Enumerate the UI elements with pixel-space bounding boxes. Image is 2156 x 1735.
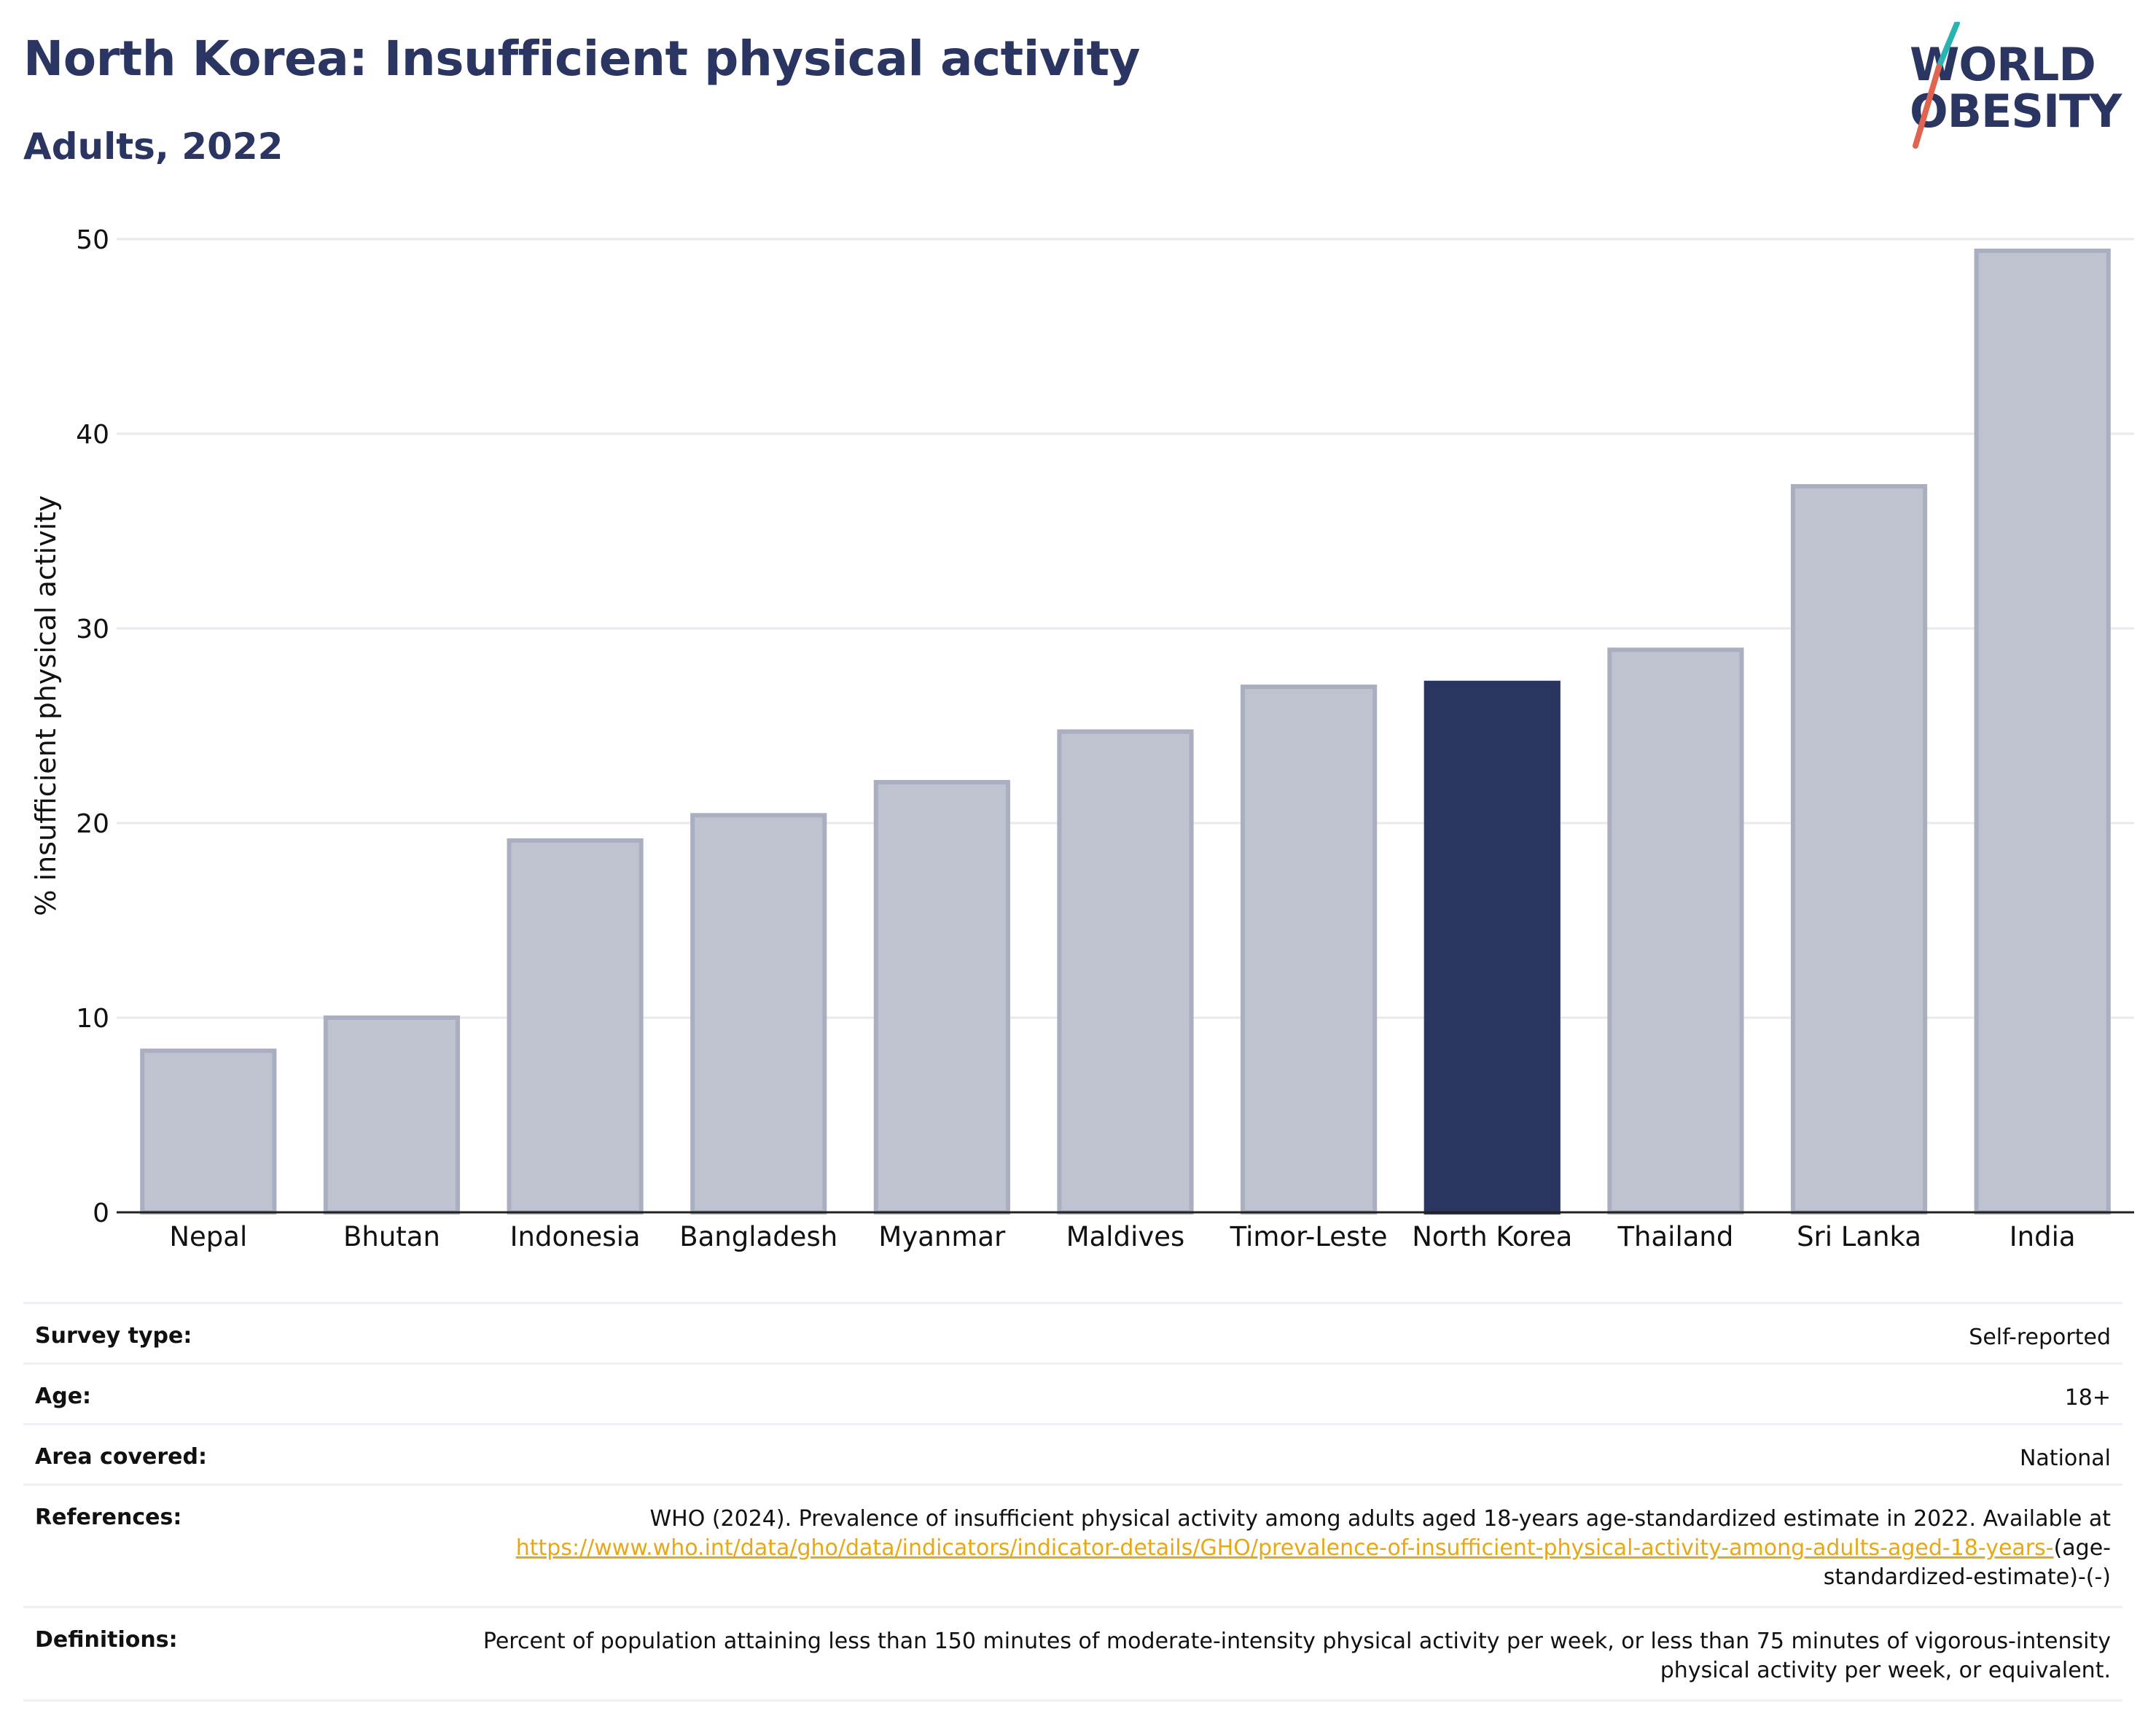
bar-thailand [1607, 647, 1744, 1214]
meta-label: Age: [35, 1384, 92, 1409]
x-tick-label: Thailand [1617, 1221, 1733, 1252]
reference-link[interactable]: https://www.who.int/data/gho/data/indica… [515, 1535, 2054, 1561]
x-tick-label: Bhutan [343, 1221, 440, 1252]
x-tick-label: Myanmar [878, 1221, 1006, 1252]
y-tick-label: 20 [76, 809, 109, 839]
y-axis-label: % insufficient physical activity [30, 495, 62, 916]
meta-row-area: Area covered: National [23, 1425, 2122, 1486]
axes: 0 10 20 30 40 50 Nepal Bhutan Indonesia Banglades… [76, 225, 2134, 1252]
meta-label: Survey type: [35, 1323, 192, 1349]
bar-bangladesh [690, 813, 827, 1214]
meta-label: References: [35, 1505, 182, 1530]
x-tick-label: Indonesia [510, 1221, 641, 1252]
bar-indonesia [507, 838, 644, 1215]
logo-slash-icon [1913, 22, 1960, 149]
metadata-table: Survey type: Self-reported Age: 18+ Area… [23, 1302, 2122, 1701]
y-tick-label: 30 [76, 615, 109, 644]
meta-row-references: References: WHO (2024). Prevalence of in… [23, 1486, 2122, 1608]
y-tick-label: 40 [76, 420, 109, 450]
meta-label: Area covered: [35, 1444, 207, 1470]
bar-timor-leste [1241, 685, 1378, 1214]
x-tick-label: Nepal [169, 1221, 247, 1252]
bar-chart: 0 10 20 30 40 50 Nepal Bhutan Indonesia Banglades… [30, 225, 2134, 1252]
x-tick-label: Bangladesh [679, 1221, 837, 1252]
x-tick-label: Sri Lanka [1797, 1221, 1921, 1252]
meta-value: Self-reported [1969, 1325, 2111, 1350]
reference-text: WHO (2024). Prevalence of insufficient p… [649, 1506, 2111, 1532]
bar-north-korea [1423, 680, 1561, 1214]
bar-myanmar [873, 779, 1010, 1215]
x-tick-label: India [2009, 1221, 2076, 1252]
meta-value: WHO (2024). Prevalence of insufficient p… [434, 1505, 2111, 1592]
logo-line-2: OBESITY [1910, 85, 2122, 138]
bar-india [1974, 249, 2111, 1214]
bar-maldives [1057, 729, 1194, 1214]
x-tick-label: Timor-Leste [1230, 1221, 1388, 1252]
page-subtitle: Adults, 2022 [23, 125, 284, 168]
page-title: North Korea: Insufficient physical activ… [23, 31, 1141, 87]
bar-sri-lanka [1790, 484, 1928, 1214]
bars [140, 249, 2111, 1215]
reference-suffix: (age-standardized-estimate)-(-) [1823, 1535, 2111, 1590]
meta-label: Definitions: [35, 1627, 178, 1653]
meta-row-age: Age: 18+ [23, 1365, 2122, 1425]
y-tick-label: 50 [76, 225, 109, 255]
bar-bhutan [323, 1015, 461, 1214]
meta-value: National [2019, 1446, 2111, 1471]
y-tick-label: 10 [76, 1004, 109, 1034]
x-tick-label: North Korea [1412, 1221, 1572, 1252]
meta-value: Percent of population attaining less tha… [483, 1629, 2111, 1683]
x-tick-label: Maldives [1066, 1221, 1185, 1252]
meta-value: 18+ [2064, 1385, 2111, 1411]
world-obesity-logo: WORLD OBESITY [1902, 22, 2143, 153]
bar-nepal [140, 1048, 277, 1215]
meta-row-definitions: Definitions: Percent of population attai… [23, 1608, 2122, 1701]
y-tick-label: 0 [93, 1198, 109, 1228]
meta-row-survey-type: Survey type: Self-reported [23, 1304, 2122, 1365]
